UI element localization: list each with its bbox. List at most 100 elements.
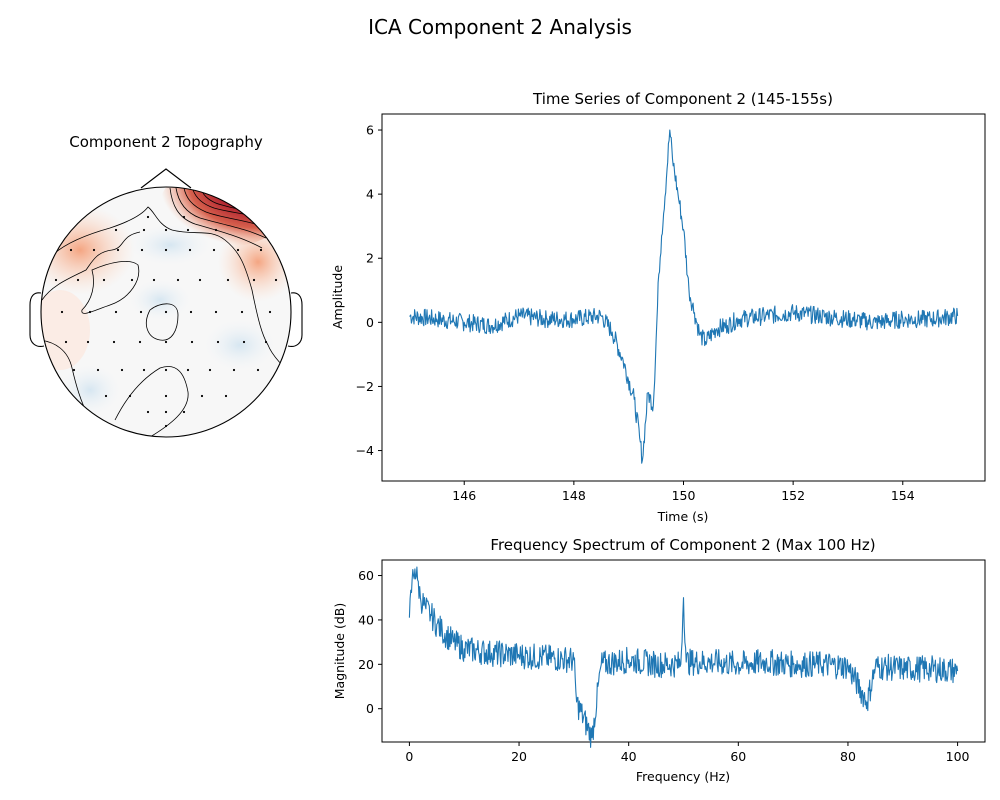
spectrum-ytick-label: 40 [358,612,374,627]
sensor-dot [102,278,106,282]
timeseries-xtick-label: 154 [891,488,915,503]
sensor-dot [232,368,236,372]
sensor-dot [112,340,116,344]
sensor-markers [54,215,278,428]
sensor-dot [96,368,100,372]
sensor-dot [176,278,180,282]
sensor-dot [214,310,218,314]
sensor-dot [256,368,260,372]
sensor-dot [208,368,212,372]
sensor-dot [186,368,190,372]
sensor-dot [189,310,193,314]
spectrum-ytick-label: 60 [358,568,374,583]
sensor-dot [139,310,143,314]
topomap-title: Component 2 Topography [69,133,263,151]
sensor-dot [54,278,58,282]
timeseries-xtick-label: 148 [562,488,586,503]
sensor-dot [252,278,256,282]
spectrum-xtick-label: 80 [840,749,856,764]
sensor-dot [152,278,156,282]
sensor-dot [226,278,230,282]
sensor-dot [114,310,118,314]
timeseries-xtick-label: 150 [672,488,696,503]
sensor-dot [242,340,246,344]
timeseries-xlabel: Time (s) [657,509,709,524]
sensor-dot [164,368,168,372]
sensor-dot [214,228,218,232]
sensor-dot [198,278,202,282]
sensor-dot [92,248,96,252]
sensor-dot [212,248,216,252]
sensor-dot [116,248,120,252]
sensor-dot [69,248,73,252]
sensor-dot [268,310,272,314]
timeseries-series [409,129,959,464]
timeseries-ytick-label: 2 [366,251,374,266]
spectrum-xlabel: Frequency (Hz) [636,769,730,784]
sensor-dot [259,248,263,252]
sensor-dot [264,340,268,344]
timeseries-xtick-label: 152 [781,488,805,503]
spectrum-xtick-label: 100 [946,749,970,764]
sensor-dot [188,248,192,252]
timeseries-ytick-label: −2 [356,379,374,394]
sensor-dot [142,228,146,232]
sensor-dot [88,310,92,314]
figure-title: ICA Component 2 Analysis [368,15,632,39]
spectrum-xtick-label: 60 [730,749,746,764]
sensor-dot [182,410,186,414]
sensor-dot [164,394,168,398]
timeseries-line [409,129,959,464]
sensor-dot [130,278,134,282]
sensor-dot [164,310,168,314]
sensor-dot [164,410,168,414]
spectrum-line [408,566,959,748]
timeseries-title: Time Series of Component 2 (145-155s) [532,90,833,108]
sensor-dot [146,215,150,219]
sensor-dot [140,248,144,252]
spectrum-ytick-label: 20 [358,657,374,672]
sensor-dot [128,394,132,398]
sensor-dot [146,410,150,414]
head-outline [29,168,303,438]
spectrum-title: Frequency Spectrum of Component 2 (Max 1… [490,536,875,554]
sensor-dot [164,424,168,428]
timeseries-ytick-label: 6 [366,123,374,138]
sensor-dot [60,310,64,314]
sensor-dot [86,340,90,344]
timeseries-panel: Time Series of Component 2 (145-155s) 14… [330,90,986,524]
sensor-dot [190,340,194,344]
sensor-dot [236,248,240,252]
spectrum-xtick-label: 40 [621,749,637,764]
sensor-dot [104,394,108,398]
timeseries-xtick-label: 146 [452,488,476,503]
sensor-dot [72,368,76,372]
sensor-dot [216,340,220,344]
spectrum-panel: Frequency Spectrum of Component 2 (Max 1… [332,536,986,784]
sensor-dot [182,215,186,219]
sensor-dot [76,278,80,282]
sensor-dot [120,368,124,372]
spectrum-xtick-label: 20 [511,749,527,764]
spectrum-axes-frame [381,559,986,743]
sensor-dot [224,394,228,398]
spectrum-series [408,566,959,748]
spectrum-ytick-label: 0 [366,701,374,716]
timeseries-ylabel: Amplitude [330,265,345,329]
sensor-dot [64,340,68,344]
spectrum-ylabel: Magnitude (dB) [332,603,347,699]
timeseries-ytick-label: −4 [356,443,374,458]
sensor-dot [200,394,204,398]
sensor-dot [164,340,168,344]
sensor-dot [114,228,118,232]
timeseries-ytick-label: 0 [366,315,374,330]
sensor-dot [164,248,168,252]
sensor-dot [274,278,278,282]
spectrum-xtick-label: 0 [405,749,413,764]
sensor-dot [164,228,168,232]
timeseries-ytick-label: 4 [366,187,374,202]
sensor-dot [240,310,244,314]
sensor-dot [186,228,190,232]
sensor-dot [138,340,142,344]
